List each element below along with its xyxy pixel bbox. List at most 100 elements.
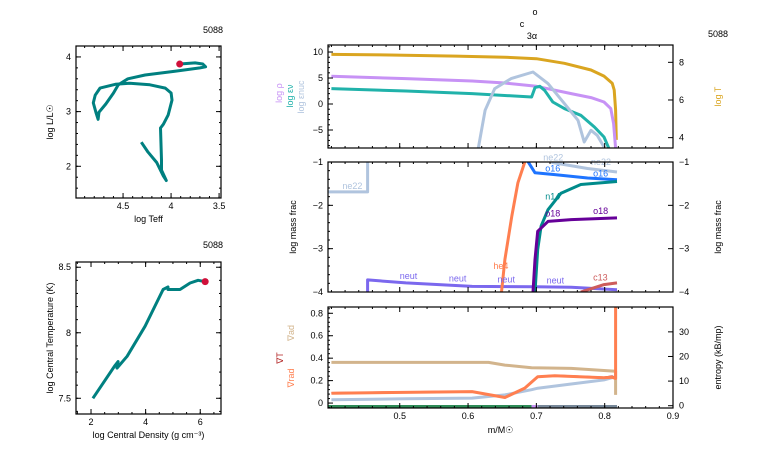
series-label: o18 [545,209,560,219]
series-line-o16 [526,162,618,182]
y-axis-label: log Central Temperature (K) [45,283,55,394]
y-tick-label: 2 [66,161,71,171]
series-line-log_eps_nuc [476,70,606,148]
x-tick-label: 0.8 [598,411,611,421]
y-tick-label: 0 [679,401,684,411]
y-tick-label: 0 [318,398,323,408]
plot-frame [75,45,222,199]
y-tick-label: −2 [313,200,323,210]
mixing-bar-segment [531,405,538,408]
y-tick-label: −1 [679,157,689,167]
series-line-track [91,278,206,400]
y-tick-label: 0.2 [310,376,323,386]
x-tick-label: 0.6 [462,411,475,421]
y-axis-label: log εnuc [296,80,306,114]
y-tick-label: −5 [313,125,323,135]
current-model-marker [176,60,184,68]
y-tick-label: 20 [679,351,689,361]
series-label: ne22 [342,181,362,191]
series-line-track [91,61,208,182]
x-tick-label: 3.5 [213,201,226,211]
mixing-bar-segment [328,405,532,408]
series-line-grad_rad [331,307,618,399]
series-line-c13 [580,281,618,292]
series-group [91,278,206,400]
series-line-he4 [500,162,527,292]
x-tick-label: 6 [198,417,203,427]
series-line-log_T [331,52,618,140]
series-line-ne22 [551,162,618,174]
y-tick-label: 6 [679,95,684,105]
series-line-entropy [331,375,616,402]
x-tick-label: 2 [89,417,94,427]
series-label: o16 [545,164,560,174]
y-axis-label: log mass frac [288,200,298,254]
panel-hr: 4.5 4 3.5 2 3 4 log Teff log L/L☉ 5088 [45,25,225,224]
x-tick-label: 0.9 [667,411,680,421]
series-label: n14 [545,191,560,201]
x-tick-label: 4.5 [117,201,130,211]
series-line-n14 [533,180,618,292]
y-tick-label: 8 [66,328,71,338]
series-line-log_rho [331,74,618,148]
y-axis-label: ∇T [275,352,285,365]
model-number: 5088 [203,240,223,250]
y-tick-label: 0.4 [310,353,323,363]
y-tick-label: 3 [66,107,71,117]
series-label: o16 [593,168,608,178]
series-label: ne22 [543,153,563,163]
y-axis-label: ∇rad [286,368,296,388]
x-tick-label: 4 [143,417,148,427]
y-tick-label: −4 [313,287,323,297]
x-tick-label: 0.5 [393,411,406,421]
panel-profile_bot: 0.5 0.6 0.7 0.8 0.900.20.40.60.80102030m/M☉∇… [275,306,723,435]
y-tick-label: 4 [66,52,71,62]
y-tick-label: 10 [679,376,689,386]
y-tick-label: 8.5 [58,262,71,272]
y-tick-label: 0.8 [310,308,323,318]
y-axis-label: ∇ad [286,325,296,342]
y-tick-label: 10 [313,47,323,57]
y-tick-label: 5 [318,73,323,83]
series-group [91,61,208,182]
x-axis-label: log Teff [134,214,163,224]
plot-frame [327,306,674,409]
y-axis-label: log L/L☉ [45,104,55,139]
series-line-neut [366,278,618,292]
series-label: he4 [493,261,508,271]
series-label: neut [497,274,515,284]
series-label: o18 [593,206,608,216]
y2-axis-label: entropy (kB/mp) [713,325,723,389]
y-axis-label: log ρ [274,83,284,103]
x-tick-label: 0.7 [530,411,543,421]
panel-center: 2 4 6 7.5 8 8.5 log Central Density (g cm⁻³) lo… [45,240,223,440]
burn-marker-c: c [520,19,525,29]
y-tick-label: 4 [679,133,684,143]
burn-marker-3alpha: 3α [527,31,537,41]
y-tick-label: 30 [679,327,689,337]
model-number: 5088 [203,25,223,35]
series-group [331,52,618,148]
y2-axis-label: log T [713,86,723,106]
y-tick-label: −4 [679,287,689,297]
series-label: neut [449,274,467,284]
series-line-ne22 [328,162,370,194]
y-tick-label: 0.6 [310,331,323,341]
y-tick-label: 7.5 [58,393,71,403]
y-tick-label: −1 [313,157,323,167]
series-group [328,307,618,408]
y-tick-label: −3 [313,244,323,254]
model-number: 5088 [708,29,728,39]
x-tick-label: 4 [169,201,174,211]
plot-frame [327,44,674,149]
series-label: neut [547,275,565,285]
y-tick-label: −2 [679,200,689,210]
plot-frame [75,261,222,415]
y-tick-label: 0 [318,99,323,109]
current-model-marker [201,278,209,286]
y-axis-label: log εν [285,84,295,108]
y-tick-label: −3 [679,244,689,254]
series-line-o18 [531,216,618,292]
